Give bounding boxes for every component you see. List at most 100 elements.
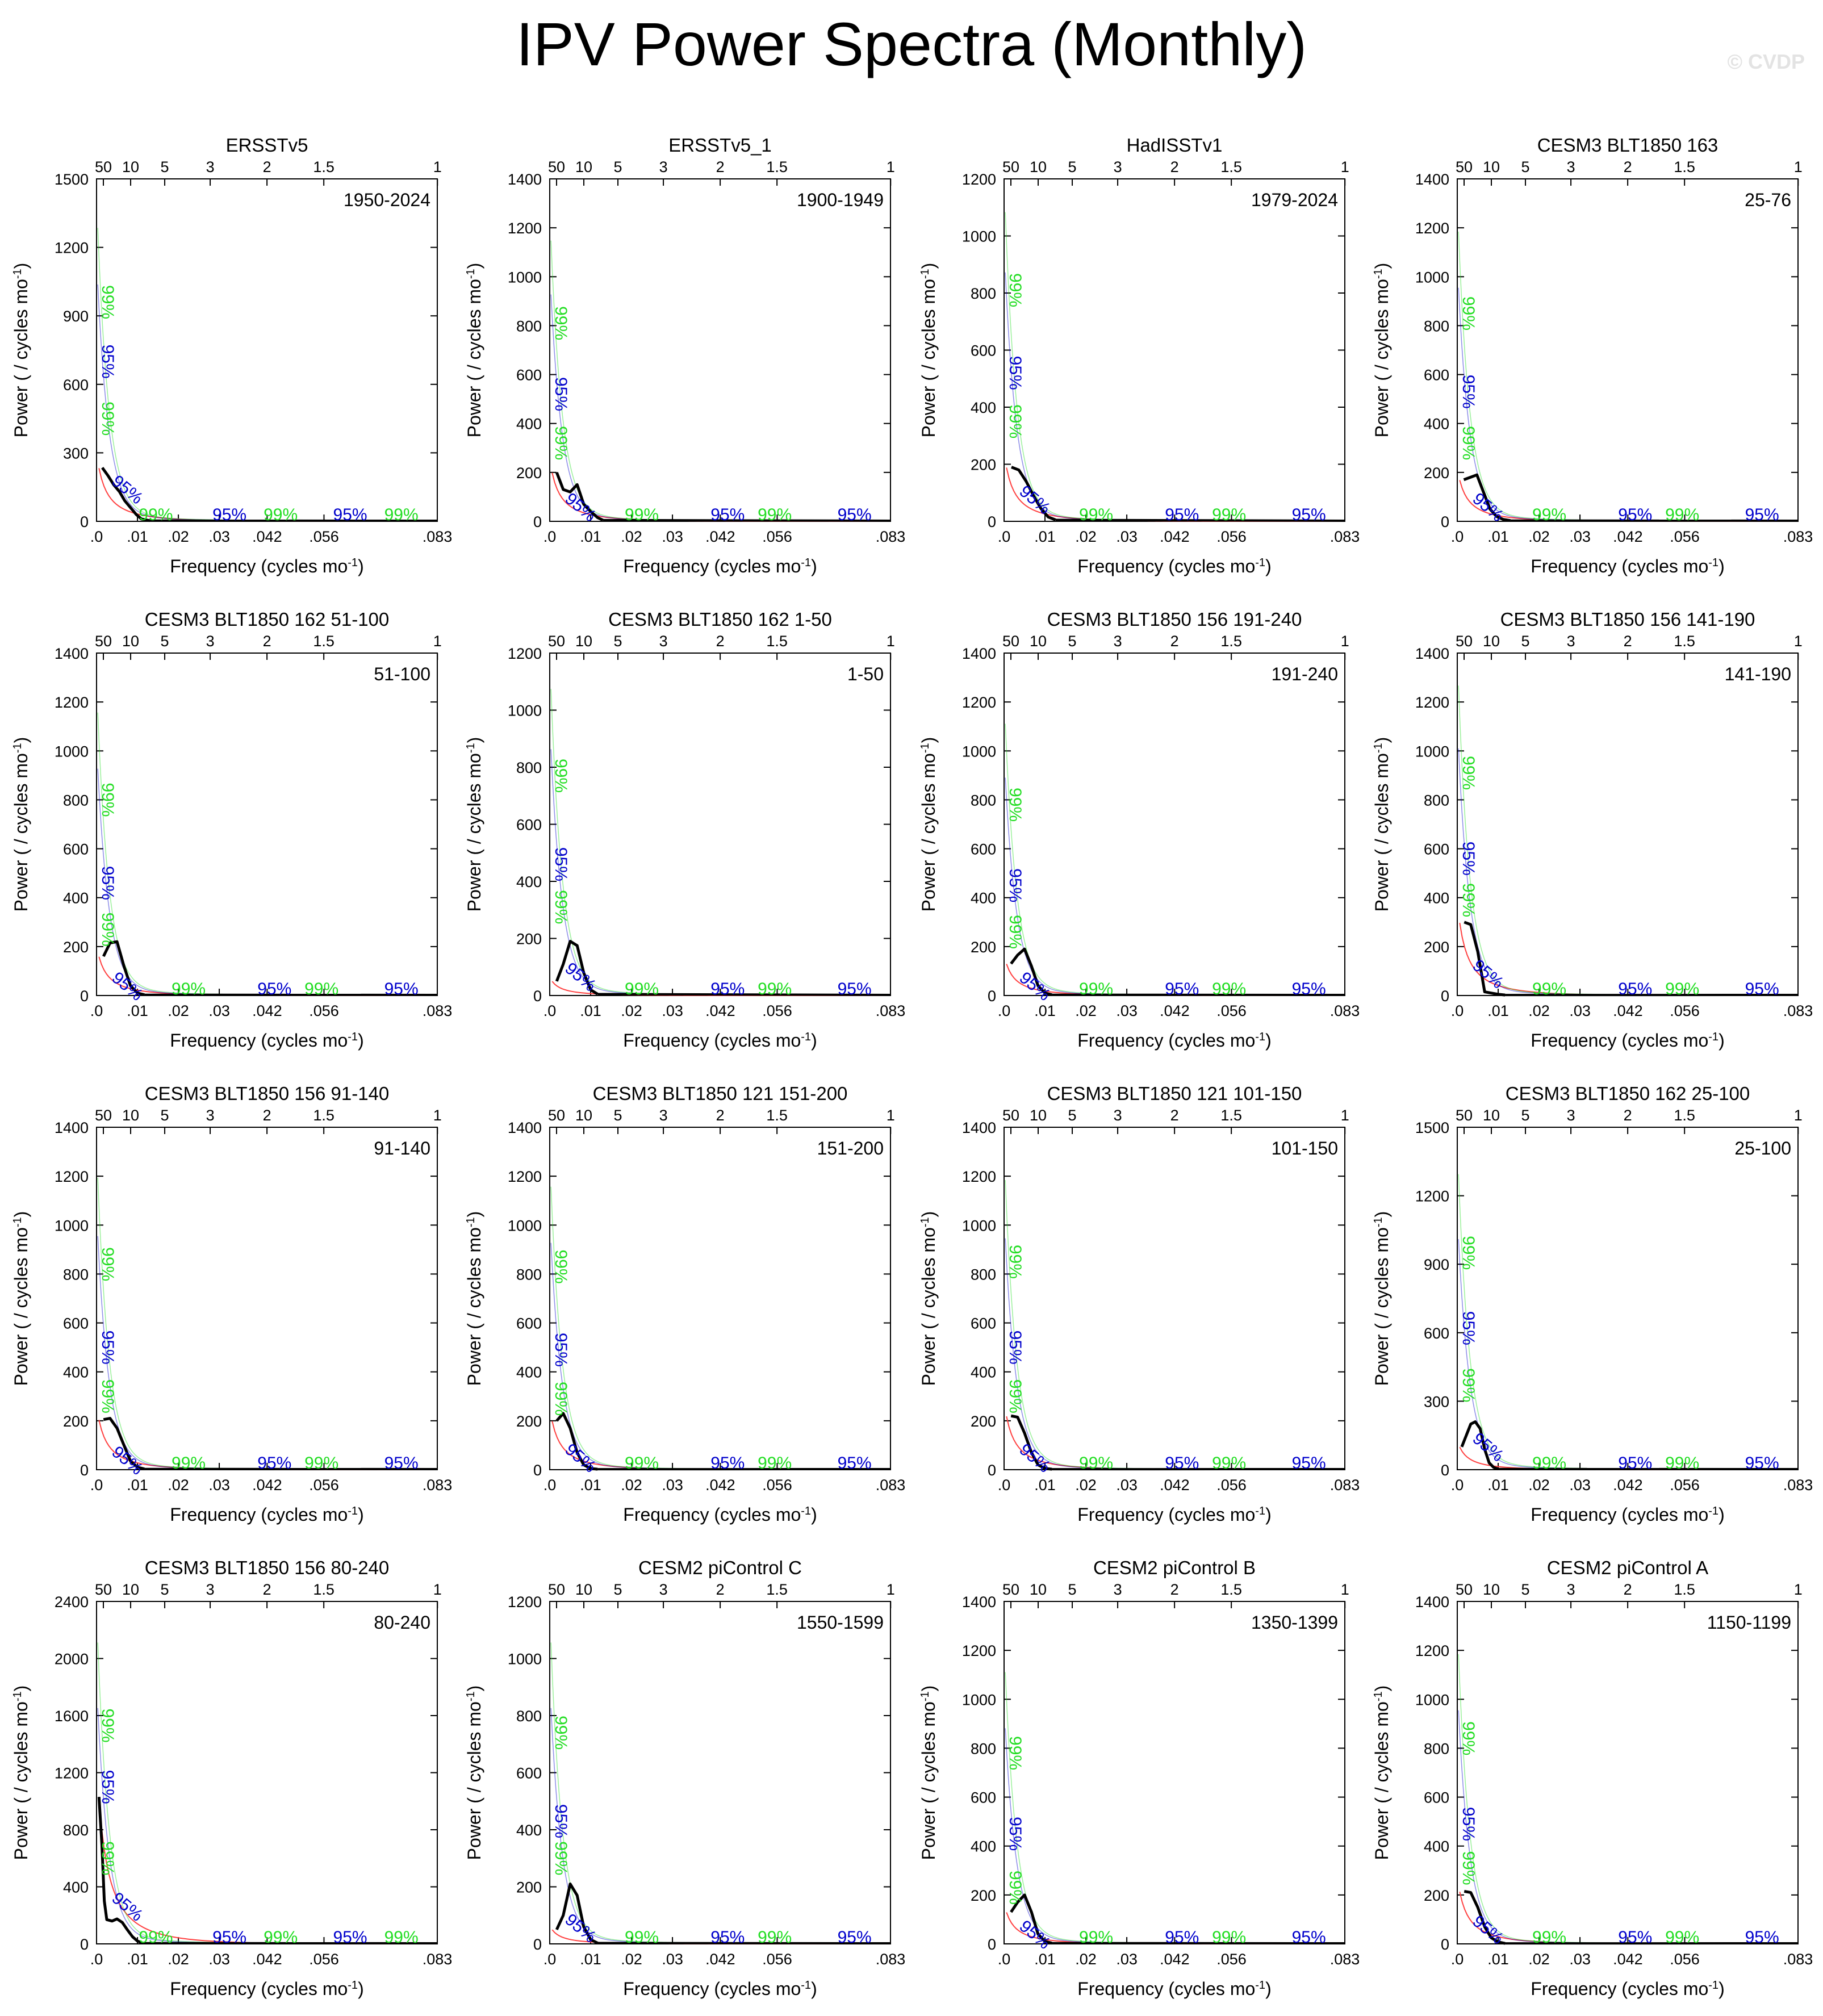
y-tick-label: 1400 — [1415, 1593, 1449, 1611]
top-tick-label: 10 — [575, 1581, 592, 1598]
top-tick-label: 2 — [263, 1107, 271, 1124]
plot-frame — [1004, 653, 1345, 996]
top-tick-label: 3 — [659, 633, 668, 650]
top-tick-label: 3 — [206, 1581, 215, 1598]
spectrum-line — [1010, 1893, 1052, 1945]
x-axis-label: Frequency (cycles mo-1) — [170, 1979, 363, 1999]
panel-title: CESM3 BLT1850 162 1-50 — [608, 609, 832, 630]
ci95-label-lower: 95% — [1016, 1440, 1054, 1477]
x-tick-label: .02 — [621, 1951, 642, 1968]
x-tick-label: .03 — [1116, 1002, 1138, 1019]
y-tick-label: 400 — [971, 1838, 996, 1855]
ci99-curve — [97, 228, 437, 522]
ci99-label-baseline: 99% — [1532, 980, 1566, 998]
ci99-label-upper: 99% — [1459, 756, 1478, 790]
period-label: 1979-2024 — [1251, 190, 1338, 210]
top-tick-label: 3 — [1567, 158, 1575, 175]
x-tick-label: .056 — [1216, 1951, 1247, 1968]
ci99-label-baseline: 99% — [172, 1454, 206, 1473]
top-tick-label: 2 — [1170, 1107, 1179, 1124]
x-tick-label: .01 — [580, 528, 601, 545]
x-tick-label: .083 — [423, 528, 453, 545]
ci99-label-upper: 99% — [98, 1709, 117, 1743]
y-tick-label: 800 — [971, 1740, 996, 1757]
ci99-label-baseline: 99% — [1212, 1454, 1246, 1473]
y-tick-label: 2000 — [55, 1651, 89, 1668]
panel-title: CESM2 piControl B — [1093, 1557, 1256, 1578]
ci95-label-baseline: 95% — [384, 1454, 419, 1473]
y-tick-label: 600 — [63, 841, 89, 858]
top-tick-label: 10 — [122, 1581, 139, 1598]
ci95-curve — [550, 1708, 890, 1944]
top-tick-label: 50 — [1002, 158, 1019, 175]
x-tick-label: .042 — [1613, 528, 1643, 545]
ci99-label-baseline: 99% — [625, 1454, 659, 1473]
x-axis-label: Frequency (cycles mo-1) — [170, 1504, 363, 1525]
x-axis-label: Frequency (cycles mo-1) — [1077, 1030, 1271, 1051]
red-noise-curve — [98, 1798, 436, 1944]
x-tick-label: .03 — [1116, 528, 1138, 545]
ci99-curve — [1458, 685, 1797, 996]
ci99-curve — [1458, 231, 1797, 522]
panel-title: CESM2 piControl C — [638, 1557, 802, 1578]
panel-title: ERSSTv5 — [226, 135, 308, 156]
top-tick-label: 3 — [1567, 1581, 1575, 1598]
ci99-label-upper: 99% — [98, 285, 117, 319]
ci95-label-upper: 95% — [551, 377, 570, 411]
x-tick-label: .042 — [252, 1951, 282, 1968]
x-axis-label: Frequency (cycles mo-1) — [623, 556, 817, 576]
x-tick-label: .056 — [762, 1477, 792, 1494]
y-tick-label: 800 — [516, 1708, 542, 1725]
ci99-label-baseline: 99% — [1665, 505, 1699, 524]
y-tick-label: 400 — [63, 1364, 89, 1381]
spectrum-line — [1011, 466, 1056, 521]
ci95-label-baseline: 95% — [1165, 1454, 1199, 1473]
top-tick-label: 1 — [887, 633, 895, 650]
top-tick-label: 1 — [1794, 633, 1803, 650]
x-tick-label: .056 — [1216, 1002, 1247, 1019]
spectrum-tail — [603, 518, 891, 522]
ci95-label-baseline: 95% — [1745, 980, 1779, 998]
x-tick-label: .083 — [423, 1951, 453, 1968]
ci99-label-upper: 99% — [1006, 1736, 1025, 1770]
y-axis-label: Power ( / cycles mo-1) — [11, 737, 31, 912]
y-tick-label: 800 — [1424, 317, 1449, 334]
ci99-label-upper: 99% — [1459, 296, 1478, 331]
ci95-curve — [1005, 777, 1344, 996]
spectrum-line — [1010, 1414, 1052, 1471]
y-tick-label: 0 — [80, 1936, 89, 1953]
x-tick-label: .083 — [423, 1477, 453, 1494]
top-tick-label: 5 — [1521, 1107, 1530, 1124]
period-label: 151-200 — [817, 1138, 884, 1158]
ci95-curve — [1005, 272, 1344, 522]
y-tick-label: 200 — [1424, 465, 1449, 482]
y-tick-label: 1200 — [508, 645, 542, 662]
ci95-curve — [1005, 1238, 1344, 1470]
ci99-curve — [97, 1642, 437, 1944]
ci99-label-mid: 99% — [1459, 426, 1478, 460]
top-tick-label: 5 — [161, 1107, 169, 1124]
y-tick-label: 600 — [1424, 1789, 1449, 1806]
ci99-label-baseline: 99% — [1212, 1928, 1246, 1947]
y-tick-label: 1200 — [962, 1168, 996, 1185]
x-tick-label: .02 — [168, 1002, 189, 1019]
x-tick-label: .042 — [705, 1002, 735, 1019]
x-tick-label: .056 — [1670, 1477, 1700, 1494]
ci99-label-upper: 99% — [1459, 1236, 1478, 1270]
ci99-label-baseline: 99% — [625, 1928, 659, 1947]
ci95-label-upper: 95% — [98, 866, 117, 900]
x-tick-label: .02 — [1075, 1951, 1097, 1968]
x-tick-label: .02 — [1528, 528, 1550, 545]
ci99-label-upper: 99% — [551, 306, 570, 340]
plot-frame — [96, 1127, 438, 1470]
ci95-label-baseline: 95% — [710, 980, 745, 998]
x-tick-label: .083 — [1783, 528, 1813, 545]
y-axis-label: Power ( / cycles mo-1) — [918, 1211, 939, 1386]
top-tick-label: 10 — [1030, 1581, 1047, 1598]
x-tick-label: .0 — [543, 1951, 557, 1968]
top-tick-label: 3 — [1567, 633, 1575, 650]
x-tick-label: .02 — [1075, 1477, 1097, 1494]
spectrum-line — [97, 1797, 144, 1945]
top-tick-label: 1 — [887, 1107, 895, 1124]
y-tick-label: 0 — [80, 513, 89, 530]
